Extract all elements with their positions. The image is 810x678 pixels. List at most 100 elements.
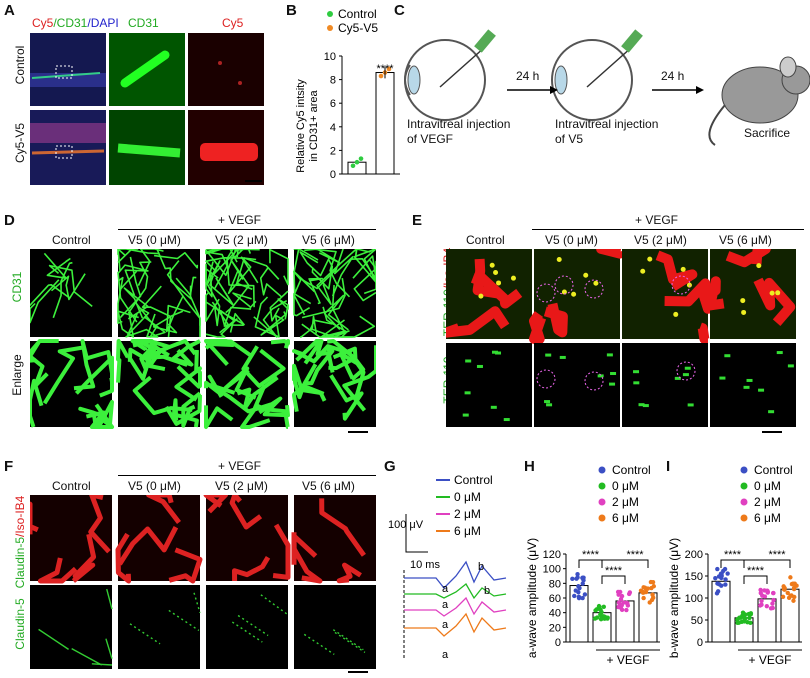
step1-line1: Intravitreal injection [407, 117, 511, 131]
h-point [651, 595, 656, 600]
h-point [617, 602, 623, 608]
h-bracket [578, 559, 603, 568]
h-legend-label: 0 μM [612, 479, 639, 493]
b-ytick-label: 0 [330, 169, 336, 181]
e-circle-marker [671, 275, 691, 295]
panel-a-header: Cy5/CD31/DAPI [32, 16, 119, 30]
step2-line2: of V5 [555, 132, 584, 146]
h-bar [638, 592, 658, 643]
h-sig-label: **** [626, 549, 644, 561]
panel-d-vegf: + VEGF [218, 213, 262, 227]
h-point [570, 576, 575, 582]
i-ylabel: b-wave amplitude (μV) [667, 538, 681, 658]
i-bracket [743, 575, 768, 584]
i-point [715, 589, 721, 594]
h-legend-label: 2 μM [612, 495, 639, 509]
e-top-image [529, 249, 625, 344]
i-point [735, 620, 740, 625]
h-point [641, 590, 647, 595]
panel-f-vegf: + VEGF [218, 459, 262, 473]
h-point [598, 607, 603, 612]
h-point [576, 595, 582, 601]
h-legend-label: Control [612, 463, 651, 477]
i-point [723, 582, 728, 587]
h-legend-marker [598, 466, 606, 474]
h-point [574, 576, 579, 581]
g-scale-t-label: 10 ms [410, 559, 440, 571]
f-row-claudin-part: Claudin-5 [13, 537, 27, 589]
i-point [725, 571, 730, 576]
f-bottom-image [118, 585, 201, 669]
d-top-image [30, 249, 112, 337]
h-point [645, 586, 651, 591]
h-point [619, 593, 625, 599]
h-xlabel: + VEGF [606, 653, 649, 667]
b-legend-marker [327, 25, 333, 31]
h-bracket [601, 559, 649, 568]
h-point [625, 600, 630, 606]
i-point [716, 581, 722, 587]
i-point [713, 576, 718, 581]
panel-i-letter: I [666, 458, 671, 475]
b-bar [375, 72, 395, 175]
f-top-image [203, 495, 291, 582]
arrow-1-icon [507, 86, 558, 94]
g-b-label: b [478, 561, 484, 573]
panel-b-letter: B [286, 2, 297, 19]
h-sig-label: **** [605, 565, 623, 577]
i-ytick-label: 200 [685, 549, 703, 561]
panel-c-diagram [404, 29, 810, 146]
b-legend-marker [327, 11, 333, 17]
g-scale-v-label: 100 μV [388, 519, 424, 531]
i-ytick-label: 150 [685, 571, 703, 583]
i-point [781, 584, 786, 589]
h-ytick-label: 40 [549, 608, 561, 620]
d-col-v5-0: V5 (0 μM) [128, 233, 181, 247]
b-ytick-label: 6 [330, 98, 336, 110]
i-point [770, 601, 775, 606]
i-point [747, 615, 752, 621]
panel-a-letter: A [4, 2, 15, 19]
e-circle-marker [676, 361, 696, 381]
i-point [764, 603, 770, 609]
i-point [791, 598, 796, 603]
f-col-v5-6: V5 (6 μM) [302, 479, 355, 493]
b-point [354, 159, 360, 165]
i-point [780, 594, 786, 600]
g-legend-label: Control [454, 473, 493, 487]
i-point [788, 593, 793, 598]
h-point [649, 585, 654, 591]
d-col-control: Control [52, 233, 91, 247]
e-circle-marker [584, 279, 604, 299]
g-scale-bar [405, 514, 428, 553]
i-point [771, 590, 776, 596]
i-legend-marker [740, 514, 748, 522]
a-merge-control [30, 33, 106, 106]
i-legend-marker [740, 466, 748, 474]
b-point [386, 66, 392, 72]
i-point [723, 577, 728, 582]
i-bar [711, 580, 731, 643]
d-row-cd31: CD31 [10, 271, 24, 303]
a-cy5-control [188, 33, 264, 106]
i-point [771, 597, 776, 603]
e-circle-marker [536, 283, 556, 303]
e-top-image [622, 249, 713, 344]
panel-a-row-control: Control [13, 45, 27, 85]
h-sig-label: **** [582, 549, 600, 561]
i-point [768, 606, 774, 611]
e-col-v5-2: V5 (2 μM) [634, 233, 687, 247]
i-legend-label: 6 μM [754, 511, 781, 525]
g-legend-label: 2 μM [454, 507, 481, 521]
h-point [619, 607, 625, 613]
i-point [715, 566, 720, 572]
i-point [785, 590, 790, 596]
e-bottom-image [534, 343, 620, 427]
panel-d-images [30, 249, 376, 433]
e-circle-marker [584, 371, 604, 391]
i-ytick-label: 100 [685, 593, 703, 605]
arrow1-label: 24 h [516, 69, 540, 83]
b-ylabel-line2: in CD31+ area [308, 90, 320, 162]
